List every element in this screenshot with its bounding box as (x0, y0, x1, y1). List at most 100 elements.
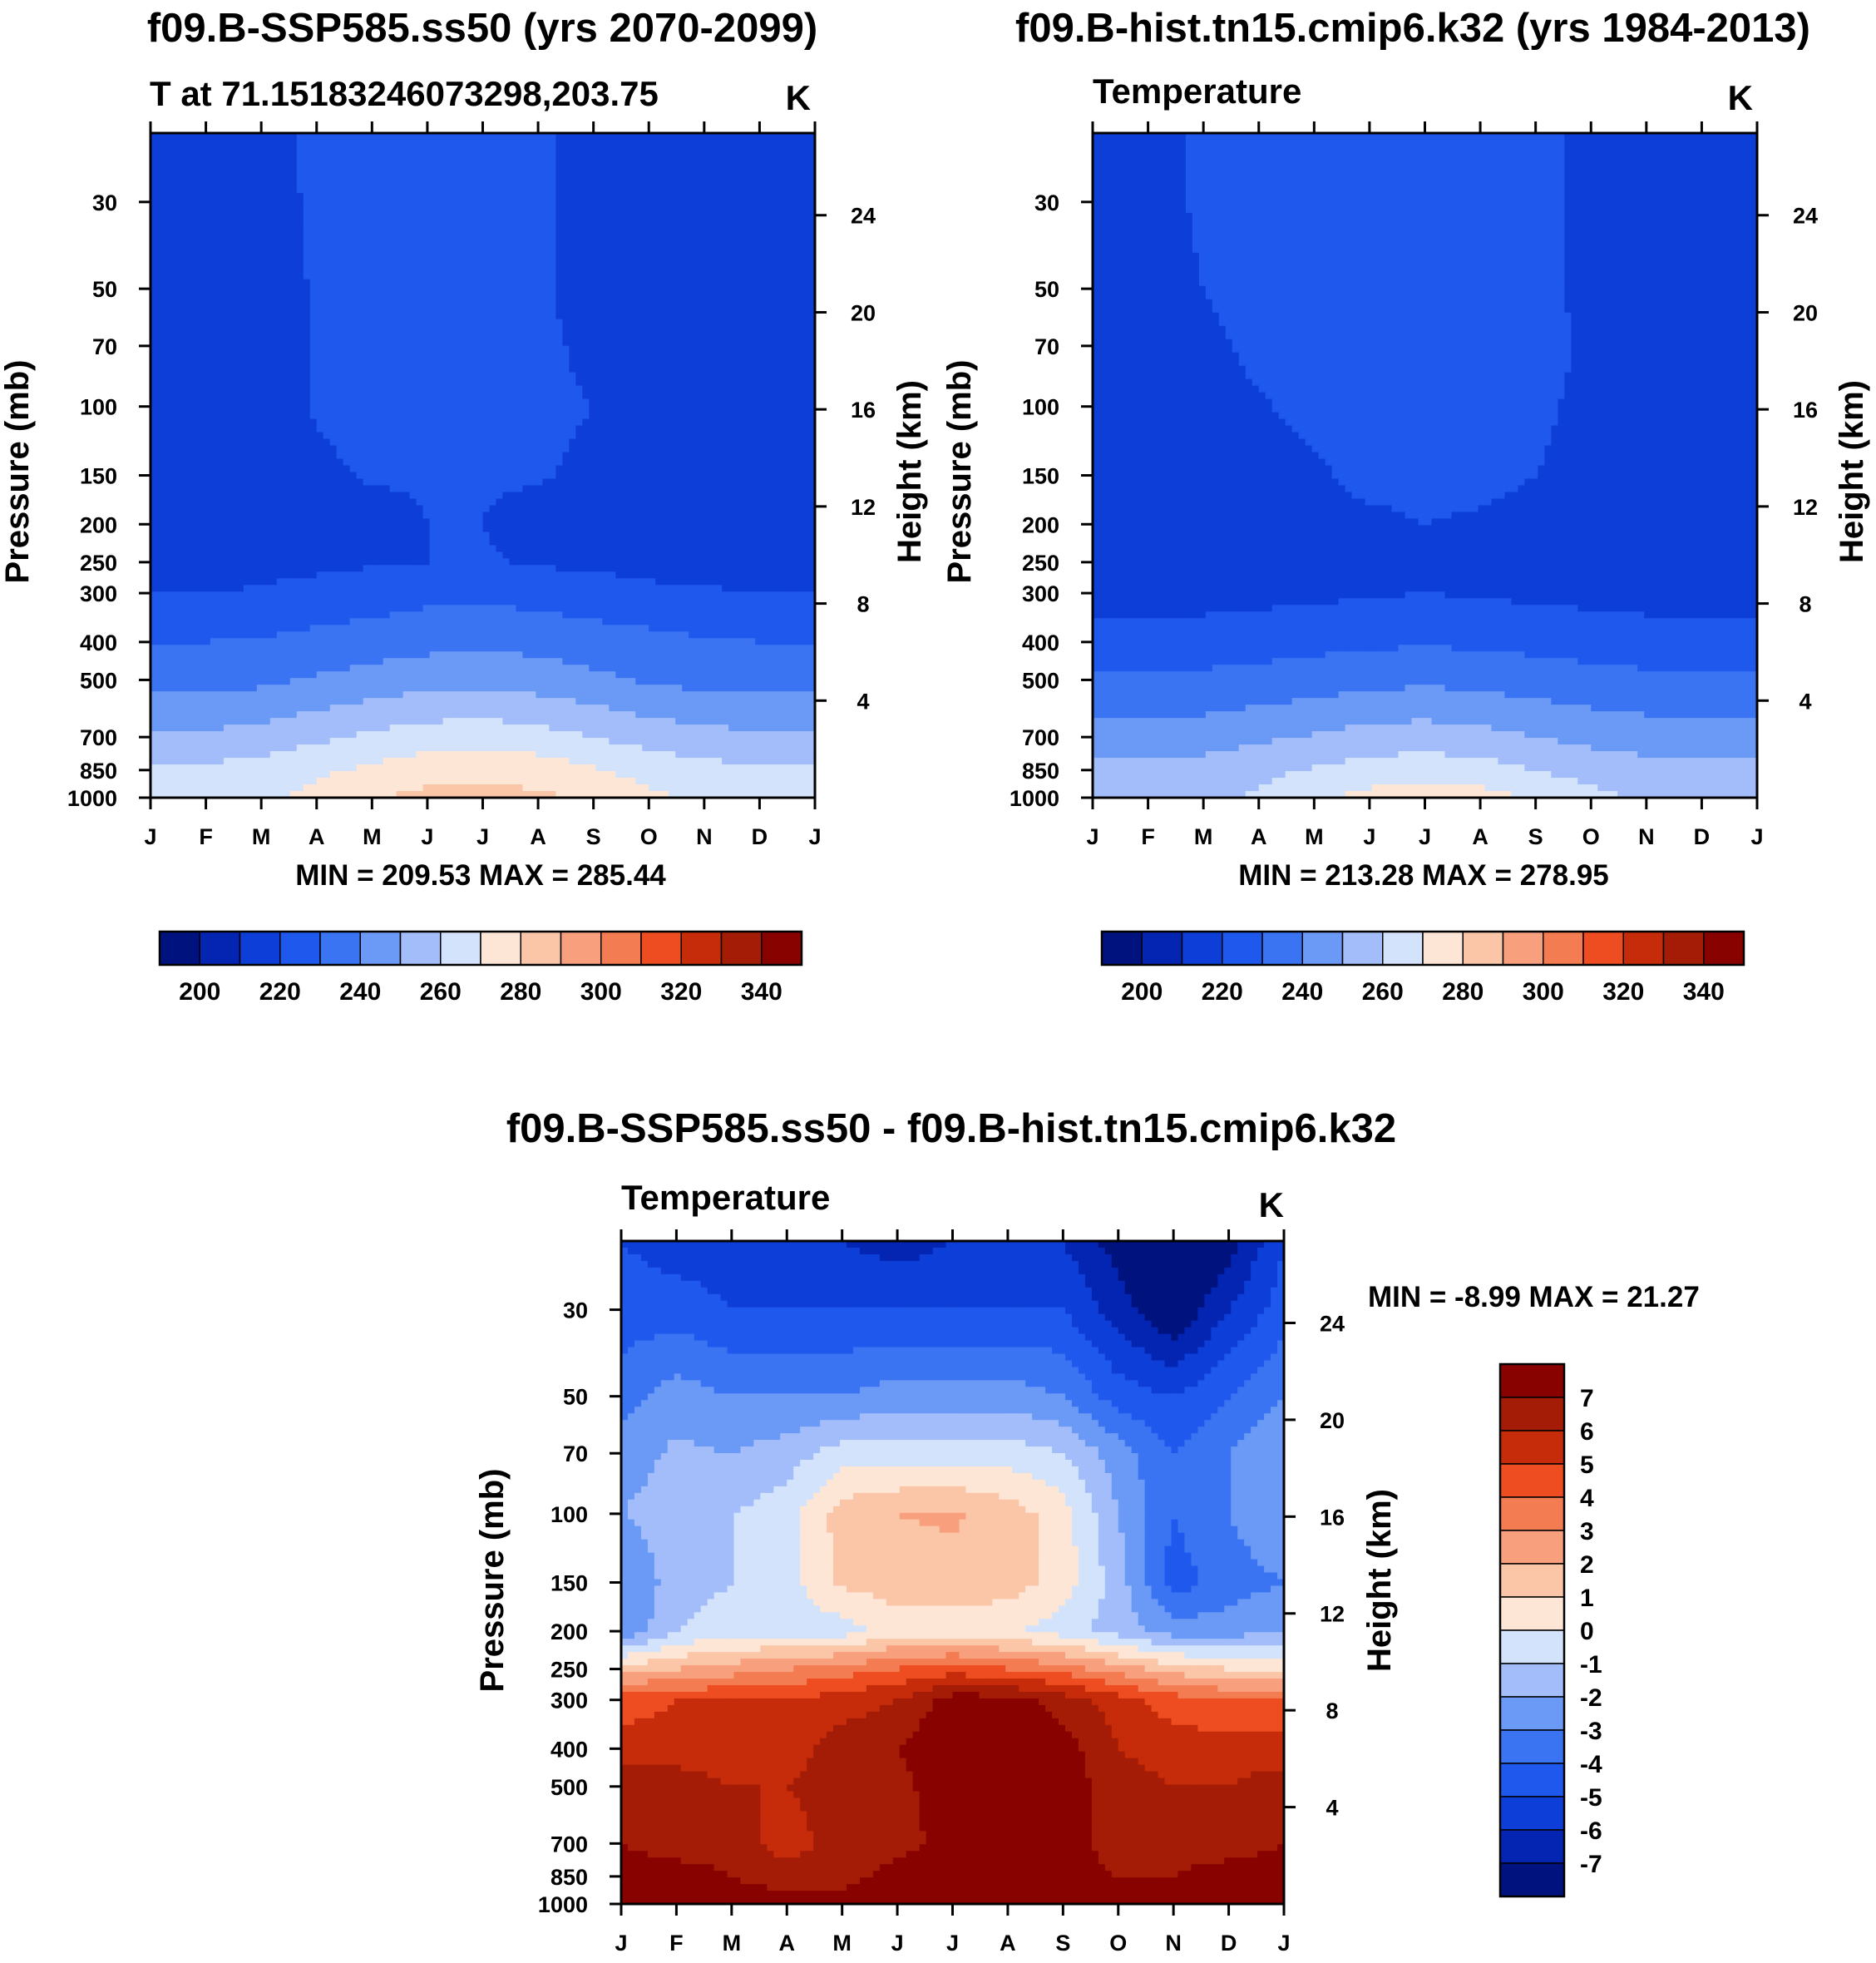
contour-cell (529, 193, 536, 200)
contour-cell (662, 186, 669, 194)
contour-cell (602, 160, 610, 167)
contour-cell (290, 193, 298, 200)
contour-cell (536, 173, 543, 180)
contour-cell (675, 186, 683, 194)
contour-cell (622, 213, 629, 220)
contour-cell (715, 213, 723, 220)
contour-cell (575, 160, 583, 167)
contour-cell (257, 193, 264, 200)
contour-cell (795, 160, 802, 167)
contour-cell (629, 220, 636, 227)
contour-cell (323, 173, 331, 180)
contour-cell (748, 213, 756, 220)
contour-cell (549, 206, 556, 214)
contour-cell (748, 146, 756, 154)
contour-cell (629, 146, 636, 154)
contour-cell (197, 180, 205, 187)
contour-cell (715, 206, 723, 214)
contour-cell (768, 200, 776, 207)
contour-cell (177, 166, 185, 174)
contour-cell (370, 173, 378, 180)
contour-cell (722, 180, 729, 187)
contour-cell (682, 193, 689, 200)
contour-cell (569, 193, 576, 200)
contour-cell (437, 166, 444, 174)
contour-cell (397, 160, 404, 167)
contour-cell (516, 200, 523, 207)
contour-cell (642, 220, 649, 227)
contour-cell (377, 153, 384, 161)
contour-cell (516, 213, 523, 220)
contour-cell (250, 146, 258, 154)
contour-cell (323, 153, 331, 161)
contour-cell (330, 220, 338, 227)
contour-cell (775, 160, 782, 167)
contour-cell (635, 146, 643, 154)
contour-cell (689, 160, 696, 167)
contour-cell (230, 166, 238, 174)
contour-cell (669, 160, 676, 167)
contour-cell (555, 220, 563, 227)
contour-cell (549, 146, 556, 154)
contour-cell (542, 140, 550, 147)
contour-cell (602, 213, 610, 220)
contour-cell (702, 213, 709, 220)
contour-cell (775, 140, 782, 147)
contour-cell (489, 153, 496, 161)
contour-cell (775, 166, 782, 174)
contour-cell (397, 206, 404, 214)
contour-cell (184, 186, 191, 194)
contour-cell (383, 200, 391, 207)
contour-cell (197, 140, 205, 147)
contour-cell (383, 173, 391, 180)
contour-cell (496, 220, 503, 227)
contour-cell (304, 153, 311, 161)
contour-cell (317, 213, 324, 220)
contour-cell (569, 166, 576, 174)
contour-cell (463, 180, 471, 187)
contour-cell (669, 200, 676, 207)
contour-cell (357, 140, 364, 147)
contour-cell (177, 226, 185, 234)
contour-cell (689, 193, 696, 200)
contour-cell (250, 193, 258, 200)
contour-cell (768, 160, 776, 167)
contour-cell (602, 166, 610, 174)
contour-cell (788, 186, 796, 194)
contour-cell (715, 200, 723, 207)
contour-cell (655, 160, 663, 167)
contour-cell (170, 180, 178, 187)
contour-cell (695, 220, 703, 227)
contour-cell (662, 173, 669, 180)
contour-cell (768, 180, 776, 187)
contour-cell (782, 160, 789, 167)
contour-cell (377, 213, 384, 220)
contour-cell (695, 186, 703, 194)
contour-cell (190, 220, 198, 227)
contour-cell (350, 180, 358, 187)
contour-cell (669, 166, 676, 174)
contour-cell (350, 206, 358, 214)
contour-cell (489, 200, 496, 207)
contour-cell (722, 146, 729, 154)
contour-cell (735, 200, 743, 207)
contour-cell (782, 140, 789, 147)
contour-cell (762, 153, 769, 161)
contour-cell (622, 200, 629, 207)
contour-cell (609, 146, 616, 154)
contour-cell (675, 140, 683, 147)
contour-cell (463, 200, 471, 207)
contour-cell (157, 160, 165, 167)
contour-cell (270, 193, 278, 200)
contour-cell (437, 153, 444, 161)
contour-cell (350, 200, 358, 207)
contour-cell (410, 180, 417, 187)
contour-cell (224, 180, 231, 187)
contour-cell (177, 146, 185, 154)
contour-cell (430, 140, 437, 147)
contour-cell (483, 166, 491, 174)
contour-cell (410, 146, 417, 154)
contour-cell (323, 200, 331, 207)
contour-cell (277, 186, 284, 194)
contour-cell (549, 153, 556, 161)
